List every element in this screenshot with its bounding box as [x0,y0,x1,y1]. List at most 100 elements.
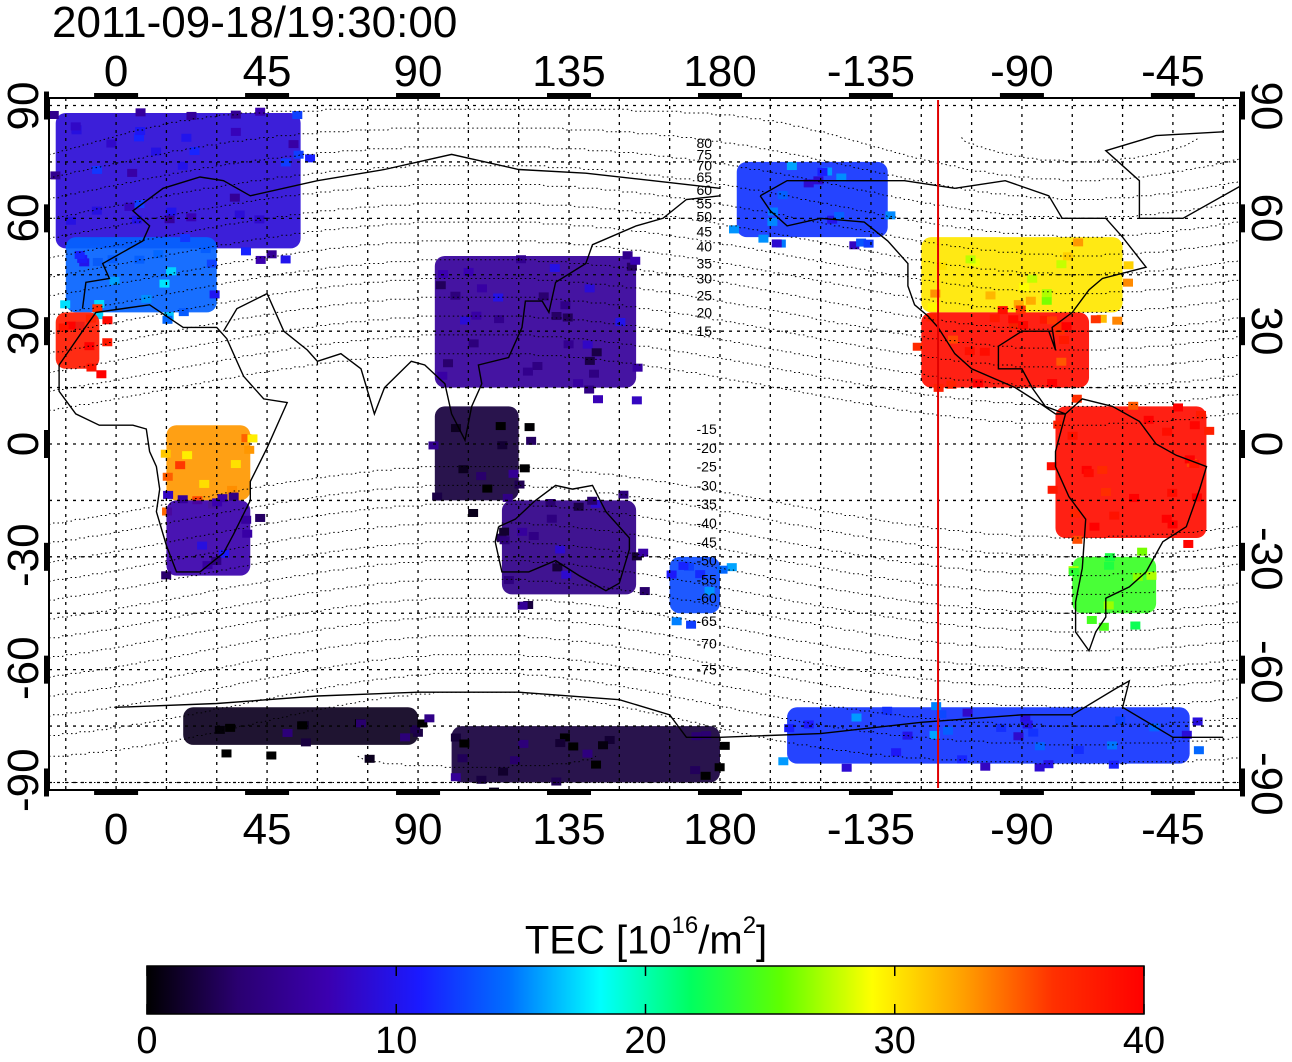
frame-tick [245,790,290,795]
tec-region [778,702,1204,772]
tec-region [434,251,643,405]
tec-pixel [432,492,443,501]
tec-pixel [1193,746,1204,755]
tec-pixel [1146,571,1157,580]
frame-tick [1150,790,1195,795]
tec-pixel [181,133,192,142]
tec-pixel [618,490,629,499]
tec-pixel [561,570,572,579]
tec-pixel [163,490,174,499]
lon-tick-top: 135 [532,47,606,96]
tec-pixel [74,250,85,259]
tec-pixel [230,127,241,136]
tec-pixel [199,479,210,488]
tec-pixel [559,733,570,742]
tec-pixel [549,264,560,273]
frame-tick [1240,655,1245,684]
tec-pixel [758,234,769,243]
tec-pixel [131,215,142,224]
lat-tick-right: 30 [1242,306,1291,356]
tec-pixel [151,147,162,156]
frame-tick [396,93,441,98]
tec-pixel [60,300,71,309]
tec-pixel [495,422,506,431]
tec-pixel [1189,421,1200,430]
tec-pixel [582,749,593,758]
tec-pixel [266,250,277,259]
colorbar-label-exp2: 2 [742,912,757,939]
coastline [81,153,721,309]
tec-pixel [494,315,505,324]
tec-pixel [704,586,715,595]
contour-line [49,691,1240,765]
tec-pixel [300,738,311,747]
tec-pixel [562,313,573,322]
tec-pixel [767,217,778,226]
tec-pixel [1137,547,1148,556]
tec-pixel [438,270,449,279]
tec-pixel [784,724,795,733]
coastline [1054,398,1208,653]
tec-pixel [499,527,510,536]
tec-pixel [573,379,584,388]
tec-pixel [227,485,238,494]
tec-region [60,234,220,330]
tec-pixel [1173,403,1184,412]
contour-line [49,259,1240,332]
tec-pixel [435,281,446,290]
tec-pixel [228,492,239,501]
tec-pixel [1027,274,1038,283]
tec-pixel [522,367,533,376]
frame-tick [44,542,49,571]
tec-pixel [241,515,252,524]
tec-pixel [229,193,240,202]
lat-tick-left: 90 [0,81,48,130]
tec-pixel [355,719,366,728]
tec-pixel [973,379,984,388]
tec-pixel [912,342,923,351]
tec-pixel [1046,316,1057,325]
tec-pixel [133,133,144,142]
tec-pixel [102,316,113,325]
tec-pixel [957,755,968,764]
tec-pixel [255,255,266,264]
tec-pixel [591,760,602,769]
colorbar-tick-marks [146,966,1145,1014]
tec-pixel [936,261,947,270]
tec-pixel [509,756,520,765]
tec-pixel [947,335,958,344]
colorbar-tick-label: 10 [375,1020,418,1062]
tec-pixel [217,494,228,503]
tec-pixel [1047,378,1058,387]
tec-pixel [841,763,852,772]
frame-tick [1240,430,1245,458]
tec-pixel [551,777,562,786]
tec-pixel [468,339,479,348]
tec-pixel [1054,322,1065,331]
contour-label: -15 [697,421,717,437]
tec-pixel [192,496,203,505]
contour-label: -45 [697,534,717,550]
tec-pixel [162,472,173,481]
tec-pixel [985,291,996,300]
tec-pixel [1058,336,1069,345]
tec-pixel [92,304,103,313]
lon-tick-bottom: -90 [990,805,1054,854]
tec-pixel [630,256,641,265]
contour-line [49,503,1240,577]
tec-pixel [459,739,470,748]
frame-tick [44,317,49,346]
tec-region [161,490,266,580]
tec-pixel [1041,289,1052,298]
tec-pixel [1025,296,1036,305]
lat-tick-right: 90 [1242,81,1291,130]
contour-line [49,541,1240,614]
tec-pixel [592,395,603,404]
tec-pixel [584,385,595,394]
tec-pixel [428,441,439,450]
tec-pixel [885,211,896,220]
tec-pixel [135,108,146,117]
tec-pixel [94,300,105,309]
frame-tick [44,430,49,458]
tec-pixel [182,451,193,460]
